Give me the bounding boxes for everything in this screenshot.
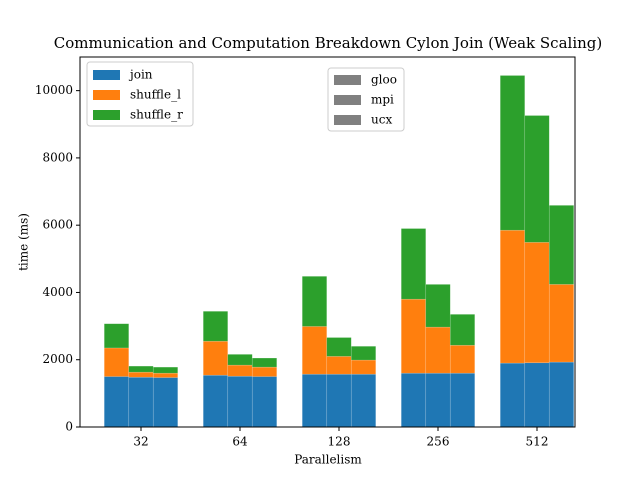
bar-segment (301, 373, 328, 428)
legend-label: shuffle_r (130, 108, 183, 122)
bar-segment (425, 284, 451, 328)
x-tick-label: 512 (526, 435, 549, 449)
y-axis-label: time (ms) (17, 213, 31, 271)
bar-segment (128, 371, 154, 378)
bar-segment (499, 362, 526, 428)
bar-segment (425, 326, 451, 374)
legend-label: shuffle_l (130, 88, 181, 102)
y-tick-label: 2000 (42, 352, 73, 366)
x-tick-label: 128 (328, 435, 351, 449)
legend-swatch (93, 70, 120, 80)
x-tick-label: 64 (232, 435, 248, 449)
y-tick-label: 0 (65, 420, 73, 434)
legend-swatch (334, 75, 361, 85)
bar-segment (103, 347, 130, 377)
bar-segment (350, 345, 377, 361)
bar-segment (152, 377, 179, 428)
legend-swatch (93, 90, 120, 100)
bar-segment (202, 310, 229, 342)
x-tick-label: 32 (133, 435, 148, 449)
y-tick-label: 4000 (42, 285, 73, 299)
bar-segment (227, 375, 253, 428)
x-tick-label: 256 (427, 435, 450, 449)
bar-segment (251, 357, 278, 368)
bar-segment (301, 276, 328, 327)
bar-segment (524, 115, 550, 243)
bar-segment (152, 372, 179, 378)
plot-frame (79, 56, 576, 428)
bar-segment (524, 242, 550, 364)
legend-swatch (334, 95, 361, 105)
x-axis-label: Parallelism (294, 453, 362, 467)
bar-segment (128, 376, 154, 428)
bar-segment (227, 354, 253, 366)
y-tick-label: 6000 (42, 218, 73, 232)
bar-segment (202, 374, 229, 428)
chart-title: Communication and Computation Breakdown … (54, 34, 602, 52)
bar-segment (548, 205, 575, 285)
legend-label: ucx (371, 113, 392, 127)
bar-segment (425, 372, 451, 428)
bar-segment (449, 344, 476, 374)
bar-segment (350, 373, 377, 428)
legend-label: gloo (371, 73, 397, 87)
bar-segment (251, 376, 278, 428)
bar-segment (449, 314, 476, 346)
bar-segment (152, 366, 179, 374)
bar-segment (400, 372, 427, 428)
bar-segment (524, 362, 550, 428)
legend-label: mpi (371, 93, 394, 107)
y-tick-label: 8000 (42, 150, 73, 164)
bar-segment (548, 284, 575, 363)
bar-segment (400, 298, 427, 374)
bar-segment (400, 228, 427, 300)
bar-segment (103, 376, 130, 428)
bar-segment (301, 326, 328, 375)
bar-segment (326, 356, 352, 375)
bar-segment (326, 337, 352, 357)
legend-label: join (128, 68, 153, 82)
bar-segment (499, 229, 526, 364)
bar-segment (326, 373, 352, 428)
bar-segment (128, 365, 154, 373)
legend-swatch (334, 115, 361, 125)
bar-segment (251, 366, 278, 377)
bar-segment (449, 372, 476, 428)
bar-segment (202, 340, 229, 376)
bar-segment (103, 323, 130, 349)
bar-segment (227, 364, 253, 377)
bar-segment (548, 361, 575, 428)
legend-swatch (93, 110, 120, 120)
bar-segment (350, 359, 377, 375)
y-tick-label: 10000 (35, 83, 73, 97)
bar-segment (499, 75, 526, 231)
